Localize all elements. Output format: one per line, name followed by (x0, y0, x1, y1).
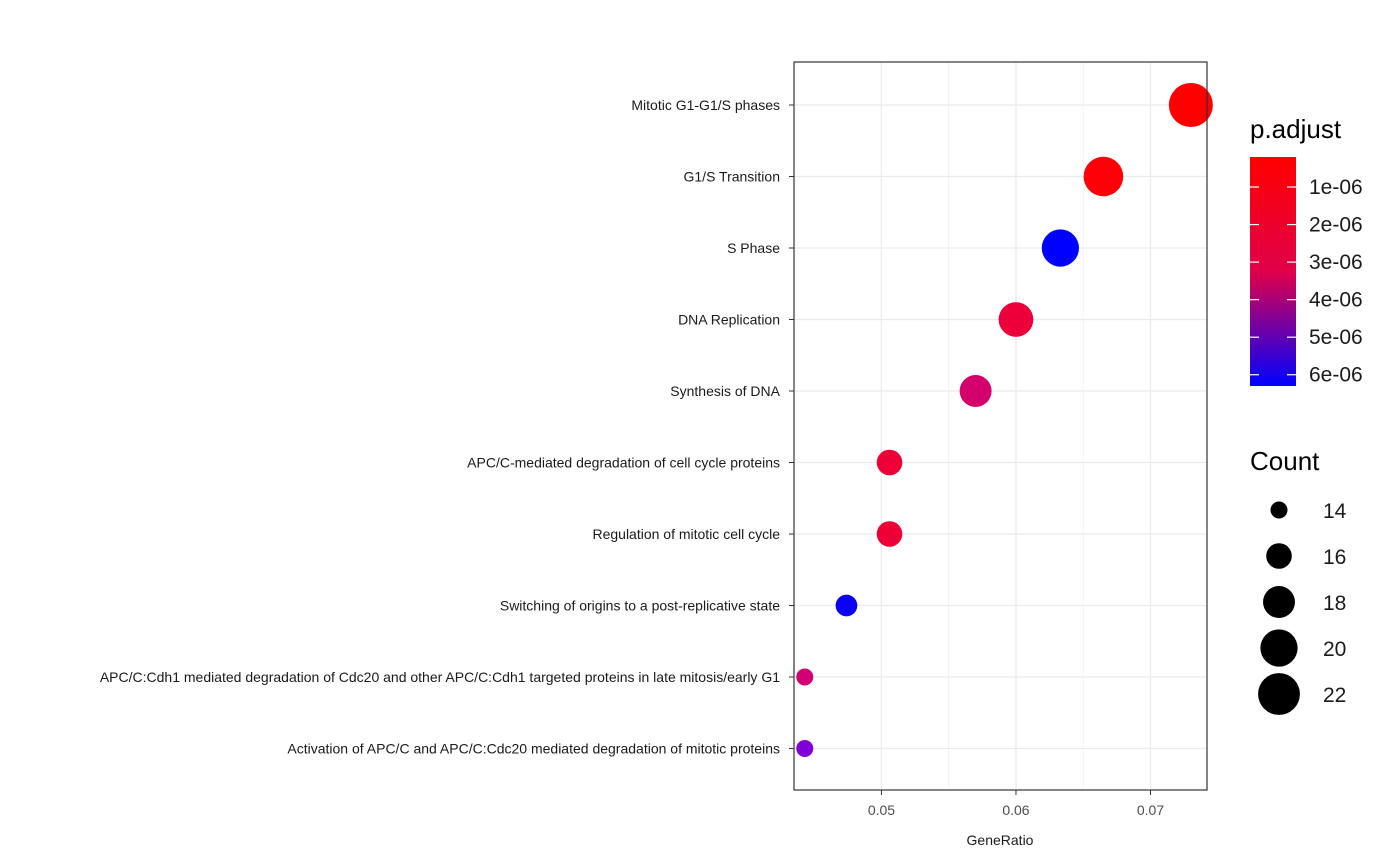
data-point (1041, 229, 1079, 267)
size-legend-dot (1270, 501, 1288, 519)
data-point (1083, 156, 1124, 197)
size-legend-dot (1266, 543, 1292, 569)
y-tick-label: Regulation of mitotic cell cycle (592, 526, 780, 542)
data-point (876, 521, 903, 547)
data-point (998, 302, 1034, 337)
size-legend-label: 14 (1323, 500, 1347, 523)
color-legend-label: 1e-06 (1309, 176, 1363, 199)
x-tick-label: 0.06 (1002, 802, 1029, 818)
size-legend-label: 16 (1323, 546, 1346, 569)
size-legend-keys: 14 16 18 20 22 (1258, 500, 1347, 715)
y-tick-label: S Phase (727, 240, 780, 256)
color-legend-label: 6e-06 (1309, 364, 1363, 387)
color-legend-ticks: 1e-06 2e-06 3e-06 4e-06 5e-06 6e-06 (1250, 176, 1363, 387)
size-legend-dot (1258, 673, 1300, 715)
y-tick-label: Activation of APC/C and APC/C:Cdc20 medi… (287, 741, 780, 757)
x-axis: 0.05 0.06 0.07 (868, 790, 1164, 818)
data-point (1168, 83, 1213, 127)
color-legend-label: 4e-06 (1309, 289, 1363, 312)
y-tick-label: Mitotic G1-G1/S phases (631, 97, 780, 113)
y-tick-label: Synthesis of DNA (670, 383, 780, 399)
y-tick-label: APC/C-mediated degradation of cell cycle… (467, 455, 780, 471)
color-legend-label: 5e-06 (1309, 326, 1363, 349)
color-bar (1250, 157, 1296, 386)
size-legend-label: 18 (1323, 592, 1346, 615)
size-legend-dot (1260, 629, 1298, 667)
x-axis-title: GeneRatio (967, 832, 1034, 848)
y-tick-label: G1/S Transition (684, 169, 781, 185)
y-tick-label: APC/C:Cdh1 mediated degradation of Cdc20… (100, 669, 780, 685)
color-legend-label: 2e-06 (1309, 214, 1363, 237)
color-legend: p.adjust 1e-06 2e-06 3e-06 4e-06 5e-06 6e-06 (1250, 114, 1363, 387)
size-legend: Count 14 16 18 20 22 (1250, 446, 1347, 715)
data-point (959, 375, 992, 407)
size-legend-title: Count (1250, 446, 1320, 476)
size-legend-label: 22 (1323, 684, 1346, 707)
grid-lines (794, 62, 1207, 790)
x-tick-label: 0.07 (1137, 802, 1164, 818)
y-tick-label: Switching of origins to a post-replicati… (500, 598, 780, 614)
color-legend-title: p.adjust (1250, 114, 1342, 144)
size-legend-dot (1263, 586, 1295, 618)
y-axis: Mitotic G1-G1/S phases G1/S Transition S P… (100, 97, 794, 757)
data-point (876, 449, 903, 476)
color-legend-label: 3e-06 (1309, 251, 1363, 274)
data-point (796, 740, 814, 757)
data-points (796, 83, 1213, 757)
y-tick-label: DNA Replication (678, 312, 780, 328)
data-point (835, 594, 858, 617)
plot-border (793, 61, 1208, 791)
data-point (796, 668, 814, 686)
x-tick-label: 0.05 (868, 802, 895, 818)
plot-background (794, 62, 1207, 790)
size-legend-label: 20 (1323, 638, 1346, 661)
